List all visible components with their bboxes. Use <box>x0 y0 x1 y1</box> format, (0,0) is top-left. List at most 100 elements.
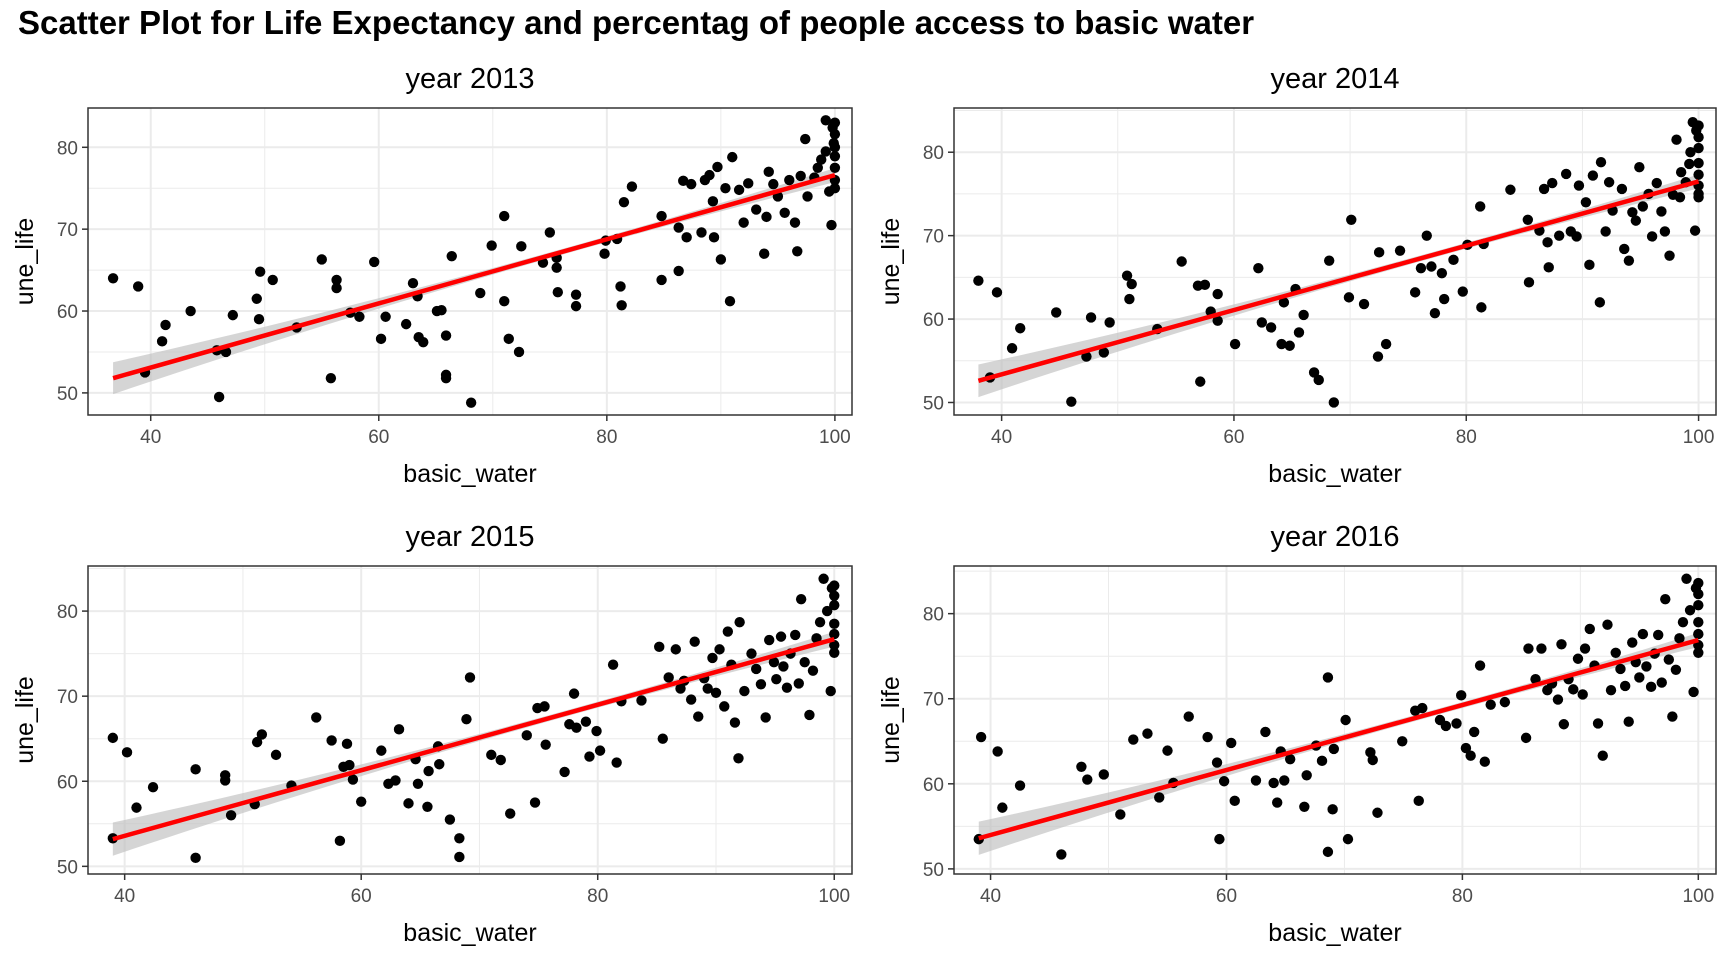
data-point <box>1098 769 1110 780</box>
data-point <box>1600 226 1611 237</box>
x-axis-title: basic_water <box>1268 460 1401 488</box>
data-point <box>552 287 564 298</box>
data-point <box>334 835 346 847</box>
x-tick-label: 100 <box>819 427 851 448</box>
data-point <box>440 372 452 384</box>
y-tick-label: 80 <box>923 143 944 164</box>
regression-line <box>112 637 835 842</box>
data-point <box>446 250 457 262</box>
data-point <box>540 739 551 750</box>
data-point <box>1284 753 1296 765</box>
data-point <box>1619 680 1631 692</box>
data-point <box>1322 846 1334 858</box>
data-point <box>1689 225 1701 236</box>
data-point <box>454 833 465 844</box>
x-tick-label: 60 <box>1216 886 1237 907</box>
data-point <box>434 759 445 770</box>
data-point <box>991 287 1003 298</box>
data-point <box>1293 327 1305 338</box>
data-point <box>654 641 665 653</box>
data-point <box>1556 639 1567 650</box>
data-point <box>811 633 822 644</box>
data-point <box>829 142 841 153</box>
data-point <box>825 685 836 697</box>
data-point <box>973 275 984 286</box>
data-point <box>992 746 1003 757</box>
data-point <box>227 309 239 321</box>
data-point <box>1579 643 1591 654</box>
data-point <box>829 647 840 658</box>
data-point <box>465 397 477 408</box>
data-point <box>1577 689 1588 700</box>
data-point <box>1653 629 1664 641</box>
data-point <box>708 232 720 243</box>
data-point <box>1066 396 1077 407</box>
data-point <box>1619 243 1630 255</box>
data-point <box>254 266 266 277</box>
data-point <box>739 685 750 697</box>
data-point <box>1417 702 1428 714</box>
data-point <box>689 636 700 647</box>
data-point <box>1674 192 1686 203</box>
data-point <box>190 764 201 775</box>
data-point <box>475 287 486 299</box>
panel-2: 40 60 80 100 50 60 70 80 year 2014 basic_water une… <box>877 63 1717 488</box>
data-point <box>1195 376 1206 387</box>
x-tick-label: 40 <box>140 427 161 448</box>
y-axis-title: une_life <box>877 676 905 764</box>
data-point <box>656 210 667 222</box>
data-point <box>1568 684 1579 695</box>
data-point <box>696 227 707 238</box>
data-point <box>712 161 723 173</box>
data-point <box>1284 340 1295 351</box>
data-point <box>107 732 119 744</box>
data-point <box>804 709 815 721</box>
data-point <box>1415 262 1427 274</box>
data-point <box>814 616 826 628</box>
data-point <box>376 745 387 756</box>
data-point <box>670 644 681 655</box>
data-point <box>1176 256 1187 267</box>
data-point <box>1523 277 1535 288</box>
data-point <box>1602 619 1613 630</box>
data-point <box>1397 736 1408 747</box>
data-point <box>444 814 456 825</box>
data-point <box>121 747 133 758</box>
data-point <box>1499 696 1511 708</box>
data-point <box>1660 593 1671 605</box>
data-point <box>1651 177 1662 189</box>
data-point <box>790 629 801 641</box>
data-point <box>499 296 510 307</box>
data-point <box>1667 711 1678 722</box>
data-point <box>253 314 265 325</box>
data-point <box>544 227 556 238</box>
data-point <box>1340 714 1351 726</box>
data-point <box>344 759 355 771</box>
data-point <box>1681 573 1692 584</box>
data-point <box>829 618 840 630</box>
data-point <box>1538 183 1550 195</box>
data-point <box>1693 169 1704 180</box>
data-point <box>1587 170 1599 181</box>
data-point <box>1115 809 1126 820</box>
data-point <box>1298 309 1309 321</box>
data-point <box>678 175 689 187</box>
data-point <box>607 659 619 670</box>
data-point <box>461 713 472 725</box>
data-point <box>1372 807 1383 818</box>
data-point <box>829 183 841 194</box>
data-point <box>132 281 144 292</box>
data-point <box>369 256 380 268</box>
data-point <box>1693 616 1704 628</box>
data-point <box>1218 776 1230 787</box>
data-point <box>1637 201 1649 212</box>
panel-3: 40 60 80 100 50 60 70 80 year 2015 basic_water une… <box>11 521 853 947</box>
y-axis-title: une_life <box>11 218 39 306</box>
data-point <box>407 277 419 289</box>
panel-title: year 2014 <box>1271 63 1400 95</box>
data-point <box>734 616 745 628</box>
x-tick-label: 80 <box>587 886 608 907</box>
data-point <box>702 683 713 694</box>
data-point <box>1082 774 1093 785</box>
data-point <box>1253 262 1264 274</box>
